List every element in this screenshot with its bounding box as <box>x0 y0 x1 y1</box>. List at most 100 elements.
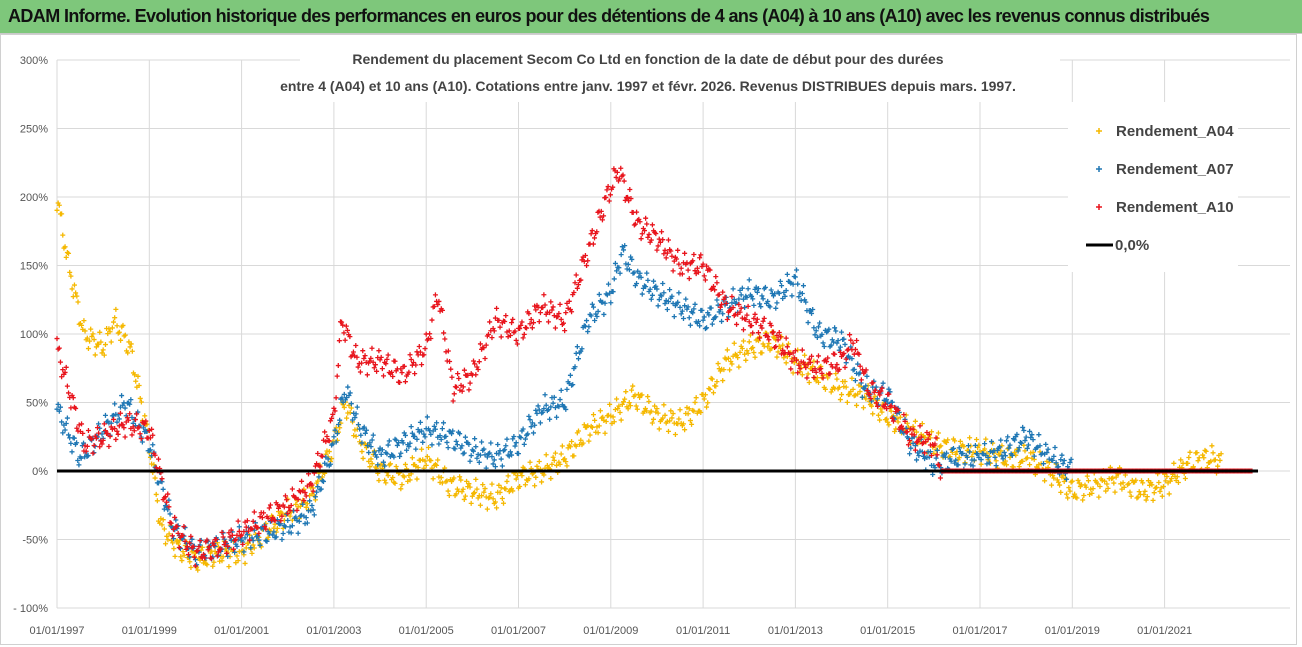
data-point <box>905 442 911 448</box>
data-point <box>1178 457 1184 463</box>
data-point <box>164 499 170 505</box>
data-point <box>604 187 610 193</box>
data-point <box>626 267 632 273</box>
data-point <box>616 265 622 271</box>
data-point <box>220 534 226 540</box>
data-point <box>1096 494 1102 500</box>
data-point <box>663 255 669 261</box>
data-point <box>345 384 351 390</box>
data-point <box>660 237 666 243</box>
data-point <box>1110 475 1116 481</box>
data-point <box>83 448 89 454</box>
data-point <box>235 518 241 524</box>
data-point <box>376 478 382 484</box>
data-point <box>738 305 744 311</box>
data-point <box>196 544 202 550</box>
data-point <box>1055 464 1061 470</box>
data-point <box>56 202 62 208</box>
data-point <box>751 302 757 308</box>
data-point <box>529 325 535 331</box>
data-point <box>956 445 962 451</box>
data-point <box>299 478 305 484</box>
data-point <box>310 507 316 513</box>
data-point <box>129 348 135 354</box>
data-point <box>84 443 90 449</box>
data-point <box>74 293 80 299</box>
data-point <box>347 334 353 340</box>
data-point <box>795 370 801 376</box>
data-point <box>622 396 628 402</box>
data-point <box>618 417 624 423</box>
data-point <box>236 524 242 530</box>
data-point <box>843 384 849 390</box>
data-point <box>1044 450 1050 456</box>
data-point <box>603 419 609 425</box>
data-point <box>850 386 856 392</box>
data-point <box>885 419 891 425</box>
data-point <box>315 484 321 490</box>
data-point <box>605 281 611 287</box>
data-point <box>857 389 863 395</box>
x-tick-label: 01/01/1997 <box>29 625 84 637</box>
data-point <box>1020 458 1026 464</box>
data-point <box>234 532 240 538</box>
data-point <box>768 323 774 329</box>
data-point <box>151 462 157 468</box>
data-point <box>689 421 695 427</box>
data-point <box>381 459 387 465</box>
data-point <box>1064 476 1070 482</box>
data-point <box>678 311 684 317</box>
data-point <box>1143 497 1149 503</box>
data-point <box>1060 461 1066 467</box>
data-point <box>96 430 102 436</box>
data-point <box>466 481 472 487</box>
data-point <box>170 540 176 546</box>
data-point <box>232 549 238 555</box>
data-point <box>911 432 917 438</box>
data-point <box>556 310 562 316</box>
data-point <box>765 344 771 350</box>
data-point <box>91 337 97 343</box>
data-point <box>1169 475 1175 481</box>
data-point <box>62 244 68 250</box>
data-point <box>792 348 798 354</box>
data-point <box>595 308 601 314</box>
data-point <box>705 400 711 406</box>
data-point <box>1069 478 1075 484</box>
data-point <box>767 304 773 310</box>
data-point <box>648 296 654 302</box>
data-point <box>369 437 375 443</box>
data-point <box>704 325 710 331</box>
data-point <box>102 428 108 434</box>
data-point <box>461 496 467 502</box>
data-point <box>407 477 413 483</box>
data-point <box>879 409 885 415</box>
data-point <box>334 431 340 437</box>
data-point <box>983 436 989 442</box>
data-point <box>257 542 263 548</box>
data-point <box>564 386 570 392</box>
data-point <box>495 441 501 447</box>
data-point <box>993 458 999 464</box>
data-point <box>120 322 126 328</box>
data-point <box>451 391 457 397</box>
x-tick-label: 01/01/2013 <box>768 625 823 637</box>
data-point <box>562 456 568 462</box>
data-point <box>581 258 587 264</box>
data-point <box>713 383 719 389</box>
data-point <box>1103 488 1109 494</box>
data-point <box>69 286 75 292</box>
data-point <box>564 463 570 469</box>
data-point <box>126 417 132 423</box>
data-point <box>447 359 453 365</box>
data-point <box>542 302 548 308</box>
data-point <box>461 450 467 456</box>
data-point <box>930 472 936 478</box>
data-point <box>467 484 473 490</box>
data-point <box>743 316 749 322</box>
data-point <box>888 408 894 414</box>
data-point <box>815 379 821 385</box>
data-point <box>799 347 805 353</box>
data-point <box>186 551 192 557</box>
data-point <box>1006 445 1012 451</box>
